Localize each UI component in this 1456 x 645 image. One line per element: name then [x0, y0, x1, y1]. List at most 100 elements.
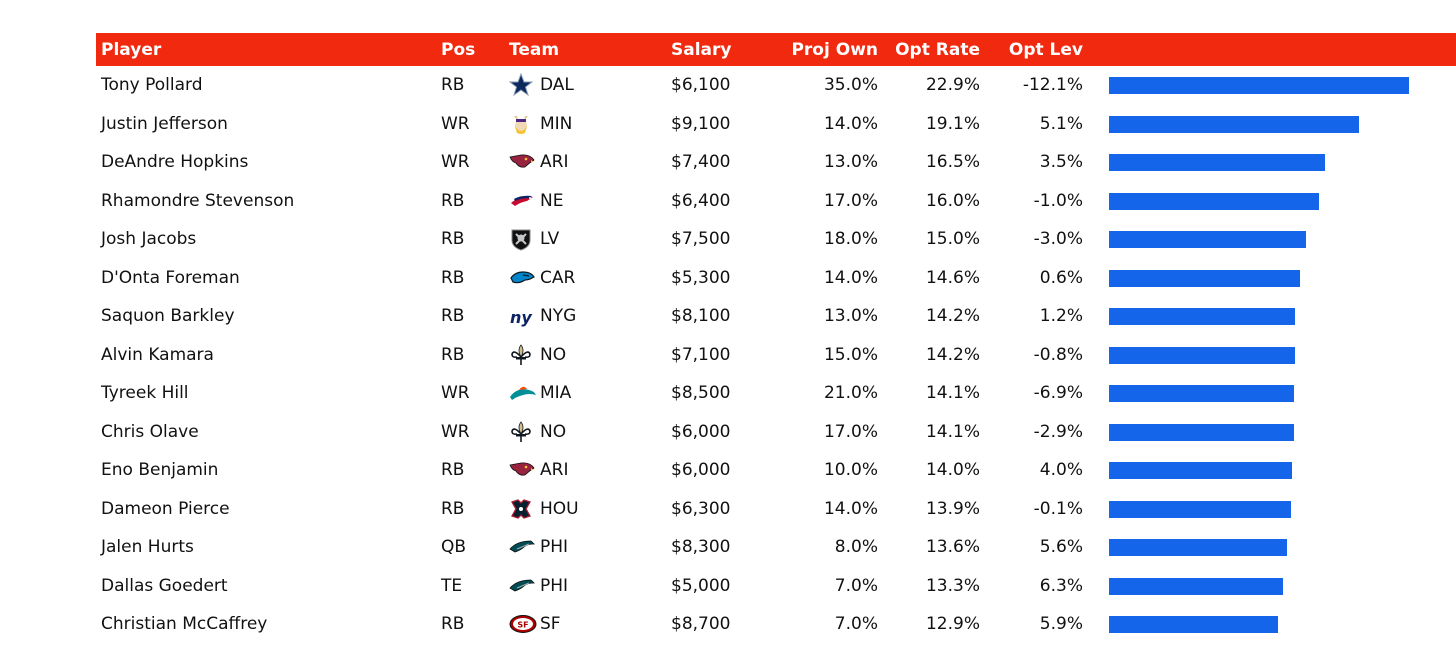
opt-rate-value: 14.1% [925, 383, 980, 403]
player-name: Saquon Barkley [101, 306, 235, 326]
team-abbr: NYG [540, 306, 577, 326]
opt-rate-bar [1109, 154, 1326, 171]
opt-rate-value: 14.0% [925, 460, 980, 480]
player-position: QB [441, 537, 467, 557]
opt-rate-bar [1109, 577, 1284, 595]
team-abbr: SF [540, 614, 561, 634]
opt-rate-bar [1109, 462, 1293, 479]
player-position: RB [441, 460, 465, 480]
opt-rate-value: 13.6% [925, 537, 980, 557]
salary-value: $8,100 [671, 306, 731, 326]
opt-lev-value: -6.9% [1033, 383, 1083, 403]
proj-own-value: 7.0% [834, 575, 878, 596]
team-abbr: PHI [540, 575, 569, 596]
player-position: RB [441, 306, 465, 326]
player-name: Josh Jacobs [101, 229, 197, 249]
salary-value: $7,500 [671, 229, 731, 249]
table-row: Josh Jacobs RB LV $7,500 18.0% 15.0% -3.0% [96, 220, 1456, 259]
opt-rate-value: 13.9% [925, 498, 980, 519]
player-name: Tyreek Hill [101, 383, 189, 403]
opt-lev-value: -1.0% [1033, 190, 1083, 211]
opt-rate-bar [1109, 385, 1294, 402]
opt-rate-bar [1109, 77, 1409, 94]
team-abbr: CAR [540, 267, 576, 288]
salary-value: $6,100 [671, 75, 731, 95]
fleur-de-lis-icon [509, 343, 535, 367]
opt-rate-value: 14.2% [925, 306, 980, 326]
team-abbr: NO [540, 344, 567, 365]
cowboys-star-icon [509, 73, 535, 97]
opt-lev-value: 3.5% [1039, 152, 1083, 172]
player-position: RB [441, 190, 465, 211]
header-player: Player [101, 40, 162, 60]
team-abbr: ARI [540, 152, 569, 172]
opt-rate-bar [1109, 539, 1288, 556]
opt-rate-value: 14.2% [925, 344, 980, 365]
49ers-oval-icon: SF [509, 612, 537, 636]
header-proj-own: Proj Own [791, 40, 878, 60]
proj-own-value: 17.0% [823, 421, 878, 442]
salary-value: $9,100 [671, 113, 731, 134]
opt-lev-value: -3.0% [1033, 229, 1083, 249]
opt-rate-value: 14.6% [925, 267, 980, 288]
proj-own-value: 7.0% [834, 614, 878, 634]
salary-value: $6,000 [671, 421, 731, 442]
opt-lev-value: -0.1% [1033, 498, 1083, 519]
proj-own-value: 14.0% [823, 498, 878, 519]
table-row: Christian McCaffrey RB SF $8,700 7.0% 12.9% 5.… [96, 605, 1456, 644]
opt-rate-value: 12.9% [925, 614, 980, 634]
table-row: Rhamondre Stevenson RB NE $6,400 17.0% 16.0% -… [96, 182, 1456, 221]
table-row: Chris Olave WR NO $6,000 17.0% 14.1% -2.9% [96, 413, 1456, 452]
salary-value: $6,400 [671, 190, 731, 211]
fleur-de-lis-icon [509, 420, 535, 444]
team-abbr: MIN [540, 113, 573, 134]
player-position: RB [441, 344, 465, 365]
proj-own-value: 14.0% [823, 113, 878, 134]
opt-rate-value: 14.1% [925, 421, 980, 442]
opt-rate-bar [1109, 269, 1301, 287]
player-position: RB [441, 229, 465, 249]
opt-rate-value: 13.3% [925, 575, 980, 596]
player-name: Alvin Kamara [101, 344, 214, 365]
player-name: Chris Olave [101, 421, 199, 442]
vikings-icon [509, 112, 535, 136]
proj-own-value: 15.0% [823, 344, 878, 365]
opt-rate-value: 16.0% [925, 190, 980, 211]
player-position: WR [441, 383, 470, 403]
player-name: Jalen Hurts [101, 537, 194, 557]
salary-value: $8,300 [671, 537, 731, 557]
player-name: Rhamondre Stevenson [101, 190, 295, 211]
svg-text:SF: SF [517, 621, 528, 630]
player-position: RB [441, 75, 465, 95]
table-row: Dameon Pierce RB HOU $6,300 14.0% 13.9% -0.1% [96, 490, 1456, 529]
opt-lev-value: 1.2% [1039, 306, 1083, 326]
salary-value: $8,500 [671, 383, 731, 403]
dolphins-icon [509, 381, 536, 405]
player-name: Tony Pollard [101, 75, 203, 95]
player-position: TE [441, 575, 463, 596]
opt-rate-bar [1109, 423, 1294, 441]
proj-own-value: 13.0% [823, 152, 878, 172]
salary-value: $7,400 [671, 152, 731, 172]
proj-own-value: 10.0% [823, 460, 878, 480]
table-body: Tony Pollard RB DAL $6,100 35.0% 22.9% -12.1% J… [96, 66, 1456, 644]
team-abbr: HOU [540, 498, 579, 519]
table-row: Jalen Hurts QB PHI $8,300 8.0% 13.6% 5.6% [96, 528, 1456, 567]
panthers-icon [509, 266, 535, 290]
header-team: Team [509, 40, 560, 60]
opt-lev-value: 0.6% [1039, 267, 1083, 288]
player-name: D'Onta Foreman [101, 267, 240, 288]
opt-rate-bar [1109, 308, 1296, 325]
team-abbr: PHI [540, 537, 569, 557]
team-abbr: NO [540, 421, 567, 442]
player-position: RB [441, 267, 465, 288]
giants-ny-icon: ny [509, 304, 535, 328]
opt-rate-bar [1109, 192, 1319, 210]
team-abbr: MIA [540, 383, 572, 403]
opt-rate-value: 15.0% [925, 229, 980, 249]
opt-rate-value: 16.5% [925, 152, 980, 172]
opt-rate-bar [1109, 115, 1360, 133]
raiders-shield-icon [509, 227, 535, 251]
team-abbr: LV [540, 229, 560, 249]
opt-rate-bar [1109, 346, 1296, 364]
